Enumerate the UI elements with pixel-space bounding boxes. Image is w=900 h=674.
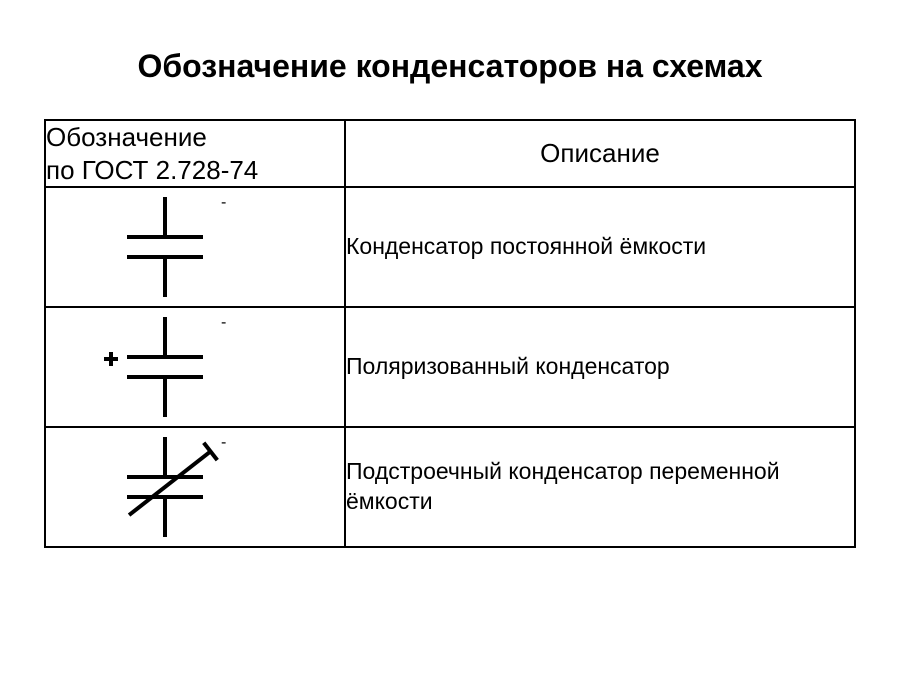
table-row: - Конденсатор постоянной ёмкости xyxy=(45,187,855,307)
capacitor-symbol-fixed: - xyxy=(45,187,345,307)
capacitor-table: Обозначение по ГОСТ 2.728-74 Описание - К… xyxy=(44,119,856,548)
capacitor-symbol-polarized: - xyxy=(45,307,345,427)
capacitor-description: Подстроечный конденсатор переменной ёмко… xyxy=(345,427,855,547)
capacitor-symbol-trimmer: - xyxy=(45,427,345,547)
capacitor-description: Конденсатор постоянной ёмкости xyxy=(345,187,855,307)
page: Обозначение конденсаторов на схемах Обоз… xyxy=(0,0,900,674)
header-symbol-line2: по ГОСТ 2.728-74 xyxy=(46,155,258,185)
svg-text:-: - xyxy=(221,194,226,211)
table-row: - Поляризованный конденсатор xyxy=(45,307,855,427)
page-title: Обозначение конденсаторов на схемах xyxy=(44,48,856,85)
header-description: Описание xyxy=(345,120,855,187)
table-header-row: Обозначение по ГОСТ 2.728-74 Описание xyxy=(45,120,855,187)
capacitor-description: Поляризованный конденсатор xyxy=(345,307,855,427)
svg-text:-: - xyxy=(221,314,226,331)
header-symbol-line1: Обозначение xyxy=(46,122,207,152)
svg-text:-: - xyxy=(221,434,226,451)
table-row: - Подстроечный конденсатор переменной ёмк… xyxy=(45,427,855,547)
header-symbol: Обозначение по ГОСТ 2.728-74 xyxy=(45,120,345,187)
